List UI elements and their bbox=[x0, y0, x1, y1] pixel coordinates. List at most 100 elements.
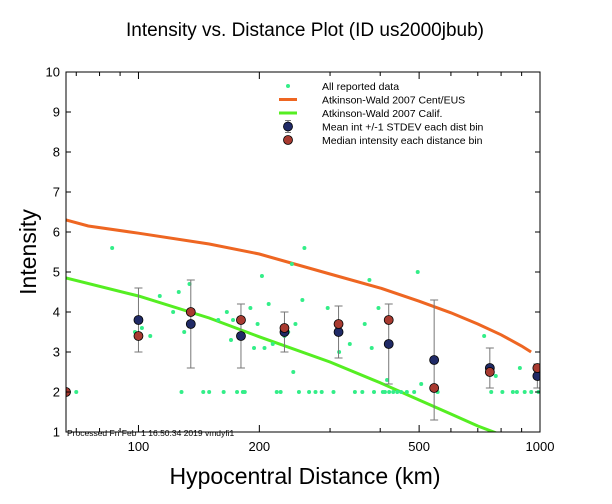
footer-note: Processed Fri Feb 1 16:50:34 2019 vmdyfi… bbox=[67, 428, 235, 438]
median-point bbox=[333, 319, 344, 329]
reported-point bbox=[415, 270, 420, 274]
reported-point bbox=[500, 390, 505, 394]
x-tick-label: 1000 bbox=[526, 439, 555, 454]
y-tick-label: 8 bbox=[53, 145, 60, 160]
reported-point bbox=[529, 390, 534, 394]
reported-point bbox=[182, 330, 187, 334]
reported-point bbox=[207, 390, 212, 394]
reported-point bbox=[419, 382, 424, 386]
reported-point bbox=[262, 346, 267, 350]
plot-area: 1 2 3 4 5 6 7 8 9 10 100 200 500 1000 bbox=[46, 65, 555, 455]
reported-point bbox=[307, 390, 312, 394]
reported-point bbox=[352, 390, 357, 394]
reported-point bbox=[325, 306, 330, 310]
mean-point bbox=[429, 355, 440, 365]
reported-point bbox=[331, 390, 336, 394]
y-tick-label: 9 bbox=[53, 105, 60, 120]
median-point bbox=[279, 323, 290, 333]
legend-swatch-mean bbox=[283, 121, 293, 132]
reported-point bbox=[337, 350, 342, 354]
x-axis-label: Hypocentral Distance (km) bbox=[170, 463, 441, 489]
median-point bbox=[484, 367, 495, 377]
reported-point bbox=[110, 246, 115, 250]
reported-point bbox=[387, 390, 392, 394]
y-tick-label: 5 bbox=[53, 265, 60, 280]
reported-point bbox=[300, 298, 305, 302]
plot-frame bbox=[65, 71, 541, 433]
reported-point bbox=[259, 274, 264, 278]
cent-eus-line bbox=[66, 218, 532, 354]
reported-point bbox=[216, 318, 221, 322]
reported-point bbox=[201, 390, 206, 394]
reported-point bbox=[412, 390, 417, 394]
calif-line bbox=[66, 276, 498, 432]
median-point bbox=[383, 315, 394, 325]
reported-point bbox=[391, 390, 396, 394]
reported-point bbox=[74, 390, 79, 394]
reported-point bbox=[319, 390, 324, 394]
x-tick-label: 500 bbox=[408, 439, 430, 454]
reported-point bbox=[278, 390, 283, 394]
plot-series bbox=[66, 218, 540, 432]
reported-point bbox=[293, 322, 298, 326]
reported-point bbox=[522, 390, 527, 394]
y-tick-label: 2 bbox=[53, 385, 60, 400]
reported-point bbox=[360, 390, 365, 394]
x-tick-label: 100 bbox=[128, 439, 150, 454]
reported-point bbox=[510, 390, 515, 394]
reported-point bbox=[228, 338, 233, 342]
reported-point bbox=[296, 390, 301, 394]
mean-point bbox=[185, 319, 196, 329]
reported-point bbox=[362, 322, 367, 326]
reported-point bbox=[266, 302, 271, 306]
reported-point bbox=[231, 318, 236, 322]
reported-point bbox=[171, 310, 176, 314]
reported-point bbox=[313, 390, 318, 394]
legend-label: Median intensity each distance bin bbox=[322, 135, 483, 147]
reported-point bbox=[252, 346, 257, 350]
median-point bbox=[429, 383, 440, 393]
mean-point bbox=[133, 315, 144, 325]
reported-point bbox=[404, 390, 409, 394]
reported-point bbox=[482, 334, 487, 338]
reported-point bbox=[274, 390, 279, 394]
legend-label: Atkinson-Wald 2007 Calif. bbox=[322, 108, 442, 120]
reported-point bbox=[382, 390, 387, 394]
reported-point bbox=[493, 374, 498, 378]
median-point bbox=[185, 307, 196, 317]
reported-point bbox=[385, 378, 390, 382]
y-tick-label: 6 bbox=[53, 225, 60, 240]
reported-point bbox=[139, 326, 144, 330]
reported-point bbox=[367, 278, 372, 282]
reported-point bbox=[302, 246, 307, 250]
reported-point bbox=[371, 390, 376, 394]
reported-point bbox=[221, 390, 226, 394]
reported-point bbox=[395, 390, 400, 394]
y-axis-label: Intensity bbox=[15, 209, 41, 295]
legend-swatch-reported bbox=[286, 84, 290, 88]
chart-title: Intensity vs. Distance Plot (ID us2000jb… bbox=[126, 20, 484, 41]
legend-label: Atkinson-Wald 2007 Cent/EUS bbox=[322, 95, 465, 107]
reported-point bbox=[517, 366, 522, 370]
y-tick-label: 1 bbox=[53, 425, 60, 440]
mean-point bbox=[383, 339, 394, 349]
reported-point bbox=[248, 306, 253, 310]
reported-point bbox=[369, 346, 374, 350]
reported-point bbox=[176, 290, 181, 294]
legend-label: All reported data bbox=[322, 81, 399, 93]
reported-point bbox=[376, 306, 381, 310]
legend: All reported data Atkinson-Wald 2007 Cent… bbox=[279, 81, 484, 147]
y-tick-label: 10 bbox=[46, 65, 60, 80]
reported-point bbox=[235, 390, 240, 394]
reported-point bbox=[291, 370, 296, 374]
reported-point bbox=[224, 310, 229, 314]
reported-point bbox=[148, 334, 153, 338]
legend-swatch-median bbox=[283, 135, 293, 145]
reported-point bbox=[270, 342, 275, 346]
reported-point bbox=[489, 390, 494, 394]
y-tick-label: 4 bbox=[53, 305, 60, 320]
reported-point bbox=[514, 390, 519, 394]
reported-point bbox=[242, 390, 247, 394]
reported-point bbox=[347, 342, 352, 346]
